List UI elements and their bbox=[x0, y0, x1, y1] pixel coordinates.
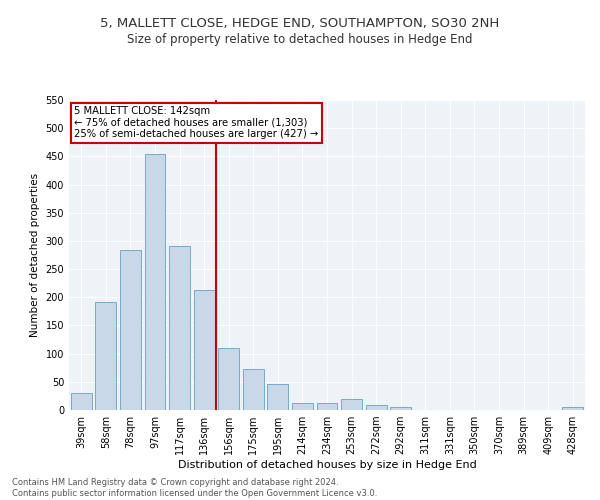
Bar bbox=[390, 407, 411, 410]
Bar bbox=[317, 402, 337, 410]
Bar bbox=[194, 290, 215, 410]
Text: 5, MALLETT CLOSE, HEDGE END, SOUTHAMPTON, SO30 2NH: 5, MALLETT CLOSE, HEDGE END, SOUTHAMPTON… bbox=[100, 18, 500, 30]
Bar bbox=[169, 246, 190, 410]
Bar bbox=[268, 384, 289, 410]
Text: Size of property relative to detached houses in Hedge End: Size of property relative to detached ho… bbox=[127, 32, 473, 46]
X-axis label: Distribution of detached houses by size in Hedge End: Distribution of detached houses by size … bbox=[178, 460, 476, 470]
Bar bbox=[243, 369, 264, 410]
Text: 5 MALLETT CLOSE: 142sqm
← 75% of detached houses are smaller (1,303)
25% of semi: 5 MALLETT CLOSE: 142sqm ← 75% of detache… bbox=[74, 106, 319, 140]
Bar bbox=[71, 393, 92, 410]
Bar bbox=[341, 398, 362, 410]
Bar bbox=[145, 154, 166, 410]
Bar bbox=[292, 402, 313, 410]
Text: Contains HM Land Registry data © Crown copyright and database right 2024.
Contai: Contains HM Land Registry data © Crown c… bbox=[12, 478, 377, 498]
Bar bbox=[120, 250, 141, 410]
Y-axis label: Number of detached properties: Number of detached properties bbox=[30, 173, 40, 337]
Bar bbox=[562, 407, 583, 410]
Bar bbox=[365, 406, 386, 410]
Bar bbox=[218, 348, 239, 410]
Bar bbox=[95, 302, 116, 410]
